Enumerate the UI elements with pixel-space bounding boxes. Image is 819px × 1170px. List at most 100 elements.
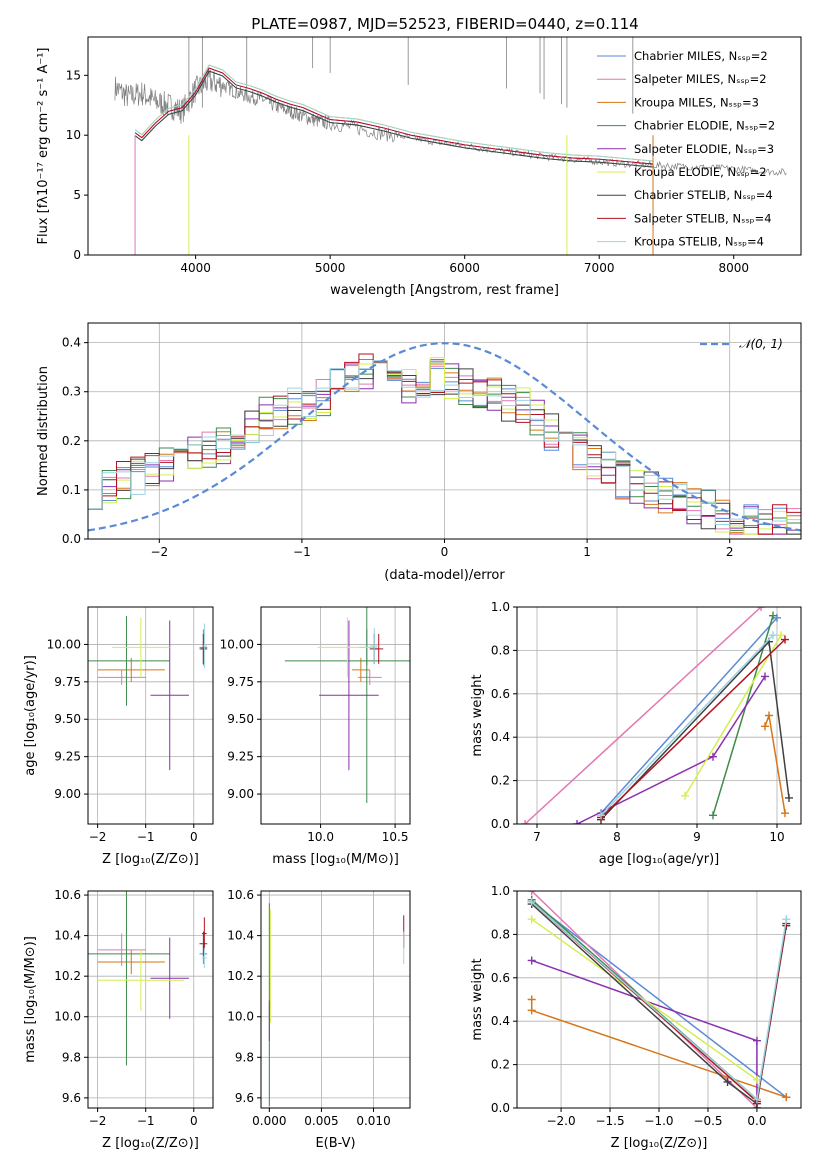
y-tick-label: 9.8 [235,1050,254,1064]
weight-marker [527,956,536,965]
y-axis-label: mass weight [470,958,485,1040]
normal-curve [88,342,801,532]
weight-marker [785,793,793,802]
weight-marker [527,897,536,906]
plot-area [527,891,791,1108]
x-tick-label: 0 [441,545,449,559]
axes-frame: 10.0 10.5 9.00 9.25 9.50 9.75 10.00 mass [log₁₀… [220,606,411,867]
x-tick-label: 0.010 [356,1114,390,1128]
y-tick-label: 0.0 [491,1101,510,1115]
x-tick-label: 0.000 [252,1114,286,1128]
weight-marker [573,820,581,824]
y-tick-label: 0.6 [491,971,510,985]
weight-line [600,634,774,816]
axes-border [87,36,802,256]
weight-line [684,634,782,797]
y-tick-label: 10.0 [54,1010,81,1024]
x-axis-label: age [log₁₀(age/yr)] [599,852,720,867]
panel-spectrum: 4000 5000 6000 7000 8000 0 5 10 15 wavelength [An… [36,36,802,298]
plot-area [88,342,801,539]
weight-marker [709,752,717,761]
panel-weight-vs-age: 7 8 9 10 0.0 0.2 0.4 0.6 0.8 1.0 age [log₁₀(age/yr… [470,600,802,867]
legend-label: Chabrier ELODIE, Nₛₛₚ=2 [634,119,775,133]
x-axis-label: Z [log₁₀(Z/Z⊙)] [102,1136,199,1151]
axes-border [516,606,802,825]
weight-marker [527,1006,536,1015]
model-line [134,64,654,162]
legend-label: Salpeter ELODIE, Nₛₛₚ=3 [634,142,774,156]
x-tick-label: 10 [769,830,784,844]
y-axis-label: mass [log₁₀(M/M⊙)] [23,936,38,1063]
legend: Chabrier MILES, Nₛₛₚ=2 Salpeter MILES, Nₛ… [597,49,775,249]
y-tick-label: 0.2 [491,1058,510,1072]
axes-frame: 4000 5000 6000 7000 8000 0 5 10 15 wavelength [An… [36,36,802,298]
model-line [134,70,654,168]
model-line [134,67,654,165]
weight-marker [527,915,536,924]
plot-area [114,37,787,255]
panel-weight-vs-Z: −2.0 −1.5 −1.0 −0.5 0.0 0.0 0.2 0.4 0.6 0.8 1.0 Z [… [470,884,802,1151]
x-tick-label: −2.0 [546,1114,575,1128]
model-line [134,64,654,162]
weight-marker [761,672,769,681]
y-tick-label: 0.1 [62,483,81,497]
x-tick-label: 1 [583,545,591,559]
y-axis-label: Normed distribution [36,366,51,496]
y-tick-label: 5 [73,188,81,202]
y-tick-label: 10.0 [227,1010,254,1024]
x-axis-label: Z [log₁₀(Z/Z⊙)] [611,1136,708,1151]
axes-frame: −2.0 −1.5 −1.0 −0.5 0.0 0.0 0.2 0.4 0.6 0.8 1.0 Z [… [470,884,802,1151]
y-tick-label: 10.6 [227,888,254,902]
figure-title: PLATE=0987, MJD=52523, FIBERID=0440, z=0… [251,15,638,33]
weight-marker [777,631,785,640]
weight-marker [681,791,689,800]
y-tick-label: 9.50 [227,712,254,726]
legend-label: Kroupa MILES, Nₛₛₚ=3 [634,95,759,109]
weight-marker [761,722,769,731]
y-tick-label: 9.00 [54,787,81,801]
x-tick-label: 4000 [180,261,211,275]
model-line [134,70,654,168]
axes-frame: 7 8 9 10 0.0 0.2 0.4 0.6 0.8 1.0 age [log₁₀(age/yr… [470,600,802,867]
x-tick-label: −1.5 [595,1114,624,1128]
y-tick-label: 0.2 [62,434,81,448]
y-axis-label: age [log₁₀(age/yr)] [23,655,38,776]
plot-area [268,903,405,1106]
y-tick-label: 10.2 [227,969,254,983]
panel-age-vs-mass: 10.0 10.5 9.00 9.25 9.50 9.75 10.00 mass [log₁₀… [220,606,411,867]
x-tick-label: 5000 [315,261,346,275]
x-tick-label: −1 [137,830,155,844]
weight-line [531,901,787,1098]
axes-frame: −2 −1 0 9.00 9.25 9.50 9.75 10.00 Z [log₁₀(Z/Z⊙)… [23,606,214,867]
y-tick-label: 9.8 [62,1050,81,1064]
y-tick-label: 9.6 [62,1091,81,1105]
y-tick-label: 0.2 [491,774,510,788]
y-tick-label: 10.4 [227,929,254,943]
y-tick-label: 0.8 [491,643,510,657]
y-tick-label: 1.0 [491,884,510,898]
legend-label: Salpeter STELIB, Nₛₛₚ=4 [634,211,772,225]
y-tick-label: 10.2 [54,969,81,983]
x-tick-label: 2 [726,545,734,559]
weight-marker [752,1095,761,1104]
x-axis-label: (data-model)/error [384,568,505,583]
legend-label: 𝒩(0, 1) [739,337,783,351]
y-tick-label: 10 [66,128,81,142]
weight-marker [521,820,529,824]
weight-marker [527,995,536,1004]
legend-label: Kroupa STELIB, Nₛₛₚ=4 [634,235,764,249]
plot-area [521,607,793,824]
model-line [134,64,654,162]
x-tick-label: 6000 [449,261,480,275]
x-tick-label: 0.005 [304,1114,338,1128]
x-tick-label: −1 [137,1114,155,1128]
y-tick-label: 0.4 [491,1014,510,1028]
weight-line [531,959,758,1108]
x-axis-label: wavelength [Angstrom, rest frame] [330,283,559,298]
weight-line [600,617,778,814]
x-axis-label: Z [log₁₀(Z/Z⊙)] [102,852,199,867]
y-tick-label: 0.0 [491,817,510,831]
axes-border [87,890,214,1109]
y-tick-label: 0.4 [491,730,510,744]
weight-line [764,712,786,814]
